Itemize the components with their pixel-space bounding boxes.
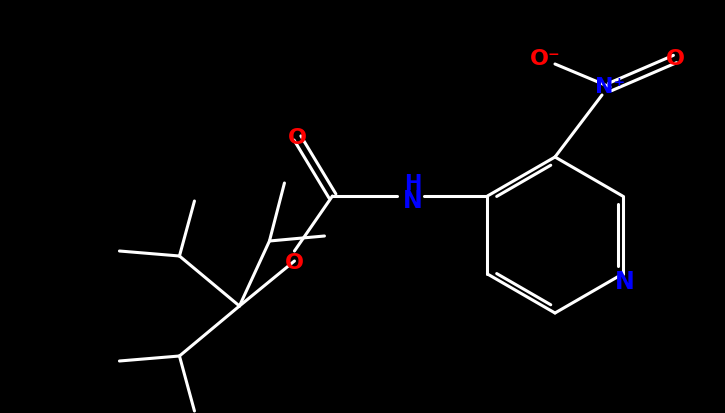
Text: O: O <box>666 49 684 69</box>
Text: O: O <box>285 253 304 273</box>
Text: O⁻: O⁻ <box>530 49 560 69</box>
Text: N: N <box>615 270 634 294</box>
Text: N⁺: N⁺ <box>595 77 625 97</box>
Text: H: H <box>404 174 421 194</box>
Text: N: N <box>402 189 423 213</box>
Text: O: O <box>288 128 307 148</box>
